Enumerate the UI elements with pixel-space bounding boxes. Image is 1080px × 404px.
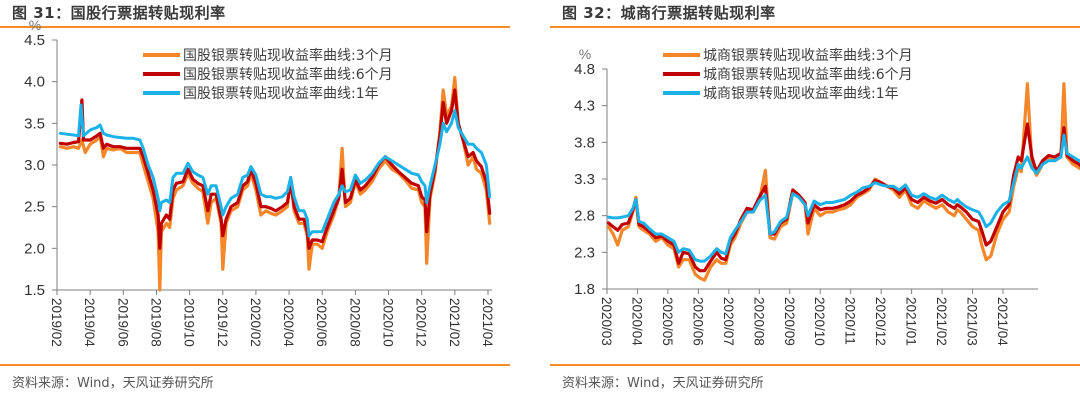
x-tick-label: 2020/10	[812, 297, 827, 346]
y-unit-label: %	[29, 17, 41, 33]
x-tick-label: 2021/04	[995, 297, 1010, 346]
x-tick-label: 2020/12	[873, 297, 888, 346]
figure-title: 图 31：国股行票据转贴现利率	[12, 4, 226, 22]
y-tick-label: 3.0	[24, 157, 45, 174]
x-tick-label: 2020/09	[782, 297, 797, 346]
y-tick-label: 2.3	[574, 244, 595, 261]
y-tick-label: 2.5	[24, 199, 45, 216]
y-tick-label: 1.8	[574, 281, 595, 298]
series-line-6m	[58, 88, 492, 250]
series-line-1y	[58, 103, 492, 238]
x-tick-label: 2021/01	[904, 297, 919, 346]
x-tick-label: 2020/06	[314, 298, 329, 347]
legend-label: 国股银票转贴现收益率曲线:3个月	[183, 47, 393, 64]
x-tick-label: 2020/04	[281, 298, 296, 347]
x-tick-label: 2019/02	[49, 298, 64, 347]
x-tick-label: 2019/08	[148, 298, 163, 347]
figure-32-panel: 图 32：城商行票据转贴现利率 % 4.8 4.3 3.8 3.3 2.8 2.3 1.8 20…	[540, 0, 1080, 404]
x-tick-label: 2019/04	[82, 298, 97, 347]
y-unit-label: %	[579, 46, 591, 62]
y-tick-label: 2.0	[24, 240, 45, 257]
figure-title: 图 32：城商行票据转贴现利率	[562, 4, 776, 22]
x-tick-label: 2021/02	[934, 297, 949, 346]
legend-label: 城商银票转贴现收益率曲线:6个月	[703, 66, 913, 83]
legend-label: 城商银票转贴现收益率曲线:3个月	[703, 47, 913, 64]
x-tick-label: 2019/06	[115, 298, 130, 347]
y-tick-label: 3.3	[574, 171, 595, 188]
x-tick-label: 2020/11	[843, 297, 858, 345]
legend-label: 国股银票转贴现收益率曲线:1年	[183, 85, 379, 102]
y-tick-label: 2.8	[574, 208, 595, 225]
series-line-3m	[58, 75, 492, 292]
x-tick-label: 2020/07	[721, 297, 736, 346]
title-divider	[550, 26, 1080, 28]
x-tick-label: 2020/02	[248, 298, 263, 347]
chart-guogu-discount-rate: %4.5 4.0 3.5 3.0 2.5 2.0 1.5 2019/02 2019/04 2019…	[24, 17, 495, 347]
chart-chengshang-discount-rate: %4.8 4.3 3.8 3.3 2.8 2.3 1.8 2020/03 2020/04 2020…	[574, 46, 1080, 346]
x-tick-label: 2020/08	[751, 297, 766, 346]
x-tick-label: 2020/04	[629, 297, 644, 346]
y-tick-label: 4.0	[24, 74, 45, 91]
y-tick-label: 4.8	[574, 61, 595, 78]
x-tick-label: 2020/10	[381, 298, 396, 347]
x-tick-label: 2021/03	[965, 297, 980, 346]
title-divider	[0, 26, 510, 28]
y-tick-label: 3.8	[574, 134, 595, 151]
x-tick-label: 2020/12	[414, 298, 429, 347]
source-note: 资料来源：Wind，天风证券研究所	[562, 376, 764, 391]
x-tick-label: 2021/04	[480, 298, 495, 347]
x-tick-label: 2020/05	[660, 297, 675, 346]
source-divider	[550, 364, 1080, 366]
series-line-1y	[607, 133, 1080, 263]
x-tick-label: 2020/08	[347, 298, 362, 347]
y-tick-label: 1.5	[24, 282, 45, 299]
x-tick-label: 2020/03	[599, 297, 614, 346]
legend-label: 国股银票转贴现收益率曲线:6个月	[183, 66, 393, 83]
y-tick-label: 4.3	[574, 98, 595, 115]
y-tick-label: 3.5	[24, 115, 45, 132]
x-tick-label: 2020/06	[690, 297, 705, 346]
x-tick-label: 2019/12	[215, 298, 230, 347]
x-tick-label: 2019/10	[182, 298, 197, 347]
y-tick-label: 4.5	[24, 32, 45, 49]
x-tick-label: 2021/02	[447, 298, 462, 347]
legend-label: 城商银票转贴现收益率曲线:1年	[703, 85, 899, 102]
figure-31-panel: 图 31：国股行票据转贴现利率 % 4.5 4.0 3.5 3.0 2.5 2.0 1.5 20…	[0, 4, 510, 391]
source-note: 资料来源：Wind，天风证券研究所	[12, 376, 214, 391]
source-divider	[0, 364, 510, 366]
